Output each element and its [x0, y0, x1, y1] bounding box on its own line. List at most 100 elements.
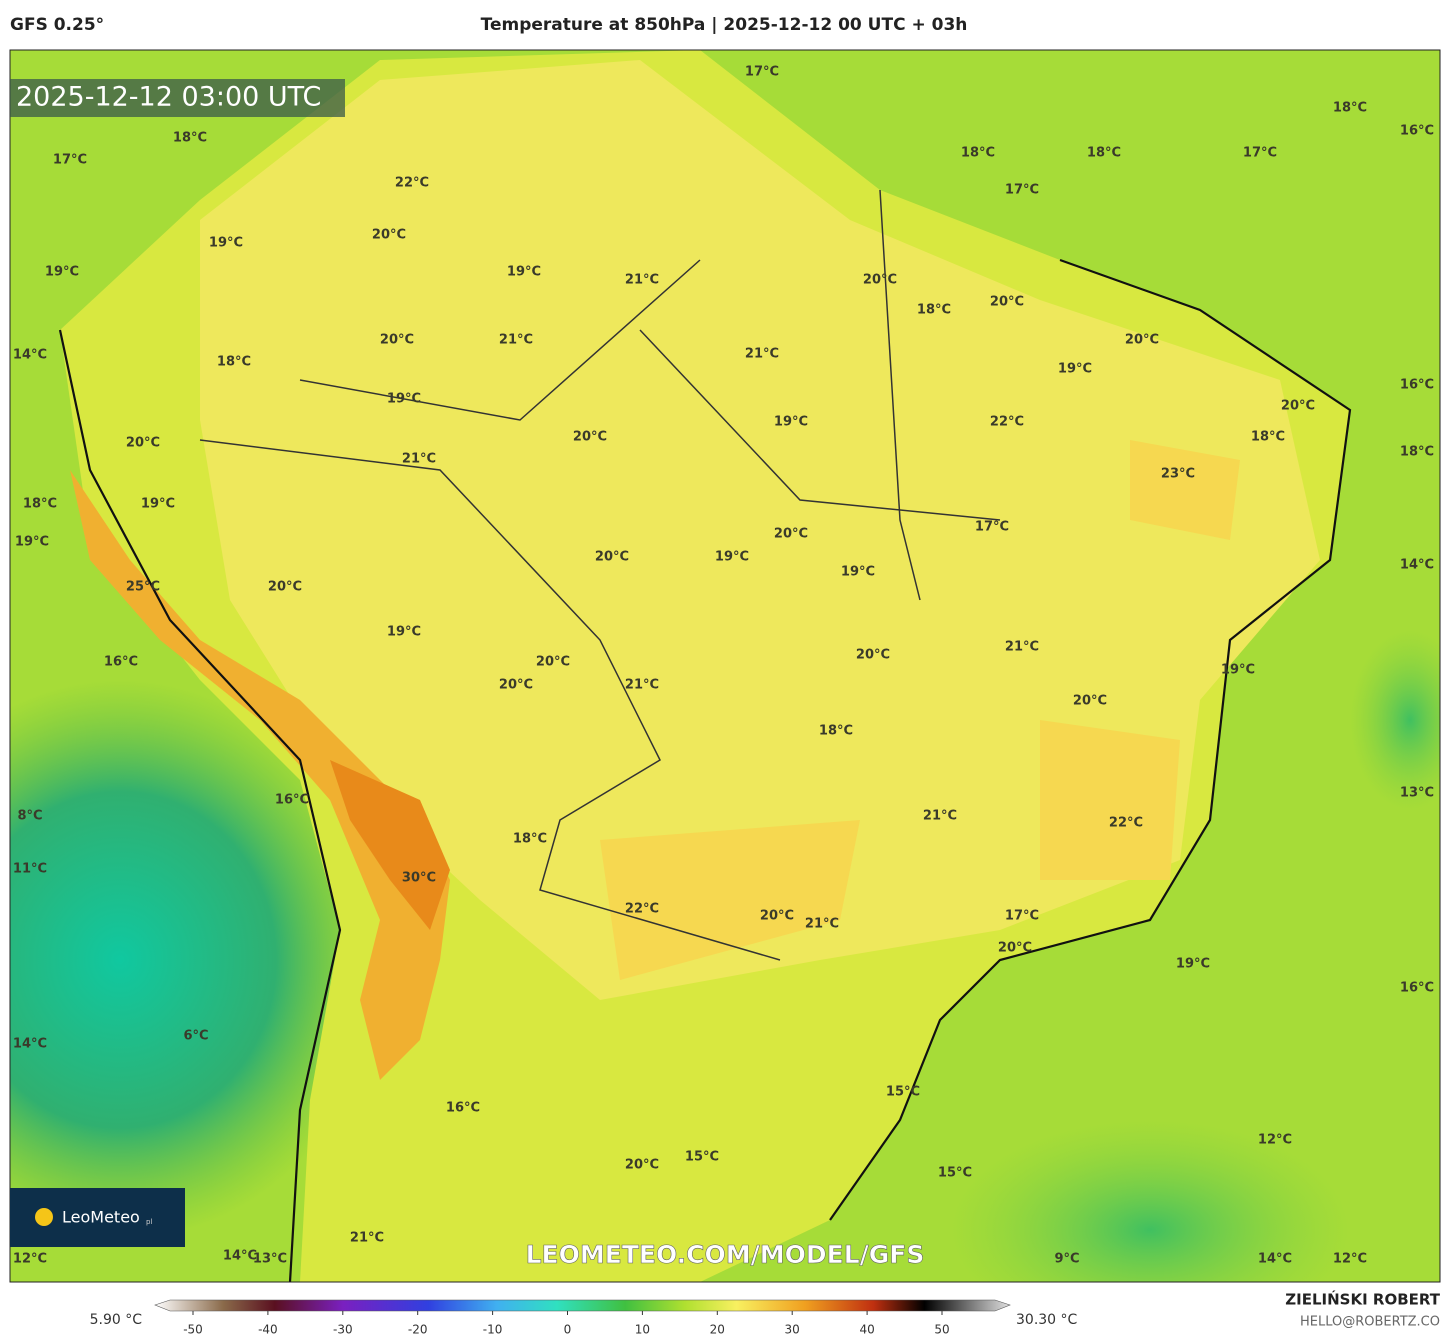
logo: LeoMeteo: [62, 1208, 140, 1227]
temp-label: 19°C: [45, 265, 79, 280]
temp-label: 17°C: [745, 65, 779, 80]
temp-label: 16°C: [104, 655, 138, 670]
colorbar-tick-label: 40: [859, 1323, 874, 1337]
temp-label: 19°C: [841, 565, 875, 580]
colorbar-tick-label: 30: [785, 1323, 800, 1337]
temp-label: 20°C: [126, 436, 160, 451]
temp-label: 17°C: [1005, 909, 1039, 924]
temp-label: 14°C: [1258, 1252, 1292, 1267]
temp-label: 20°C: [499, 678, 533, 693]
temp-label: 22°C: [625, 902, 659, 917]
temp-label: 21°C: [745, 347, 779, 362]
temp-label: 21°C: [923, 809, 957, 824]
colorbar-tick-label: 20: [710, 1323, 725, 1337]
temp-label: 18°C: [23, 497, 57, 512]
colorbar-ticks: -50 -40 -30 -20 -10 0 10 20 30 40 50: [183, 1311, 950, 1337]
temp-label: 15°C: [886, 1085, 920, 1100]
temp-label: 16°C: [1400, 981, 1434, 996]
temp-label: 19°C: [774, 415, 808, 430]
temp-label: 18°C: [1087, 146, 1121, 161]
temp-label: 15°C: [685, 1150, 719, 1165]
temp-label: 18°C: [217, 355, 251, 370]
temp-label: 16°C: [446, 1101, 480, 1116]
logo-suffix: pl: [146, 1218, 152, 1226]
temp-label: 19°C: [1221, 663, 1255, 678]
temp-label: 23°C: [1161, 467, 1195, 482]
temp-label: 22°C: [1109, 816, 1143, 831]
colorbar-tick-label: -20: [408, 1323, 428, 1337]
temp-label: 21°C: [499, 333, 533, 348]
temp-label: 14°C: [13, 348, 47, 363]
temp-label: 21°C: [625, 273, 659, 288]
colorbar-tick-label: 50: [934, 1323, 949, 1337]
temp-label: 20°C: [595, 550, 629, 565]
temp-label: 14°C: [1400, 558, 1434, 573]
temp-label: 22°C: [395, 176, 429, 191]
temp-label: 20°C: [998, 941, 1032, 956]
colorbar-tick-label: -50: [183, 1323, 203, 1337]
map-field: [10, 50, 1440, 1282]
temp-label: 20°C: [380, 333, 414, 348]
temp-label: 18°C: [1251, 430, 1285, 445]
temp-label: 16°C: [1400, 124, 1434, 139]
temp-label: 20°C: [1073, 694, 1107, 709]
temp-label: 20°C: [856, 648, 890, 663]
temp-label: 19°C: [387, 625, 421, 640]
temp-label: 21°C: [350, 1231, 384, 1246]
temp-label: 15°C: [938, 1166, 972, 1181]
temp-label: 20°C: [573, 430, 607, 445]
colorbar-tick-label: -30: [333, 1323, 353, 1337]
temp-label: 20°C: [536, 655, 570, 670]
colorbar-tick-label: 0: [564, 1323, 572, 1337]
temp-label: 20°C: [774, 527, 808, 542]
temp-label: 8°C: [17, 809, 42, 824]
temp-label: 11°C: [13, 862, 47, 877]
temp-label: 18°C: [917, 303, 951, 318]
temp-label: 18°C: [1400, 445, 1434, 460]
email: HELLO@ROBERTZ.CO: [1300, 1315, 1440, 1330]
temp-label: 12°C: [1333, 1252, 1367, 1267]
temp-label: 20°C: [863, 273, 897, 288]
temp-label: 21°C: [625, 678, 659, 693]
temp-label: 20°C: [990, 295, 1024, 310]
colorbar-tick-label: -40: [258, 1323, 278, 1337]
temp-label: 19°C: [15, 535, 49, 550]
temp-label: 20°C: [372, 228, 406, 243]
temp-label: 12°C: [13, 1252, 47, 1267]
temp-label: 12°C: [1258, 1133, 1292, 1148]
temp-label: 6°C: [183, 1029, 208, 1044]
temp-label: 18°C: [961, 146, 995, 161]
map-frame: [9, 49, 1441, 1283]
temp-label: 13°C: [1400, 786, 1434, 801]
temp-label: 19°C: [1058, 362, 1092, 377]
temp-label: 21°C: [402, 452, 436, 467]
temp-label: 25°C: [126, 580, 160, 595]
watermark: LEOMETEO.COM/MODEL/GFS: [526, 1240, 925, 1269]
author: ZIELIŃSKI ROBERT: [1285, 1290, 1440, 1309]
colorbar: [154, 1299, 1011, 1312]
temp-label: 13°C: [253, 1252, 287, 1267]
temp-label: 14°C: [223, 1249, 257, 1264]
temp-label: 16°C: [275, 793, 309, 808]
temp-label: 21°C: [805, 917, 839, 932]
temp-label: 16°C: [1400, 378, 1434, 393]
temp-label: 20°C: [1281, 399, 1315, 414]
temp-label: 30°C: [402, 871, 436, 886]
temperature-labels: 17°C 18°C 16°C 18°C 18°C 17°C 17°C 18°C 17°C 22°C…: [13, 65, 1434, 1267]
temp-label: 17°C: [1243, 146, 1277, 161]
temp-label: 20°C: [760, 909, 794, 924]
temp-label: 18°C: [513, 832, 547, 847]
temp-label: 19°C: [141, 497, 175, 512]
model-name: GFS 0.25°: [10, 15, 104, 35]
temp-label: 20°C: [1125, 333, 1159, 348]
title: Temperature at 850hPa | 2025-12-12 00 UT…: [481, 15, 968, 35]
temp-label: 17°C: [53, 153, 87, 168]
colorbar-tick-label: 10: [635, 1323, 650, 1337]
temp-label: 14°C: [13, 1037, 47, 1052]
timestamp-box: [10, 79, 345, 117]
temp-label: 19°C: [387, 392, 421, 407]
colorbar-max: 30.30 °C: [1016, 1312, 1078, 1328]
timestamp: 2025-12-12 03:00 UTC: [16, 82, 321, 113]
colorbar-min: 5.90 °C: [90, 1312, 143, 1328]
